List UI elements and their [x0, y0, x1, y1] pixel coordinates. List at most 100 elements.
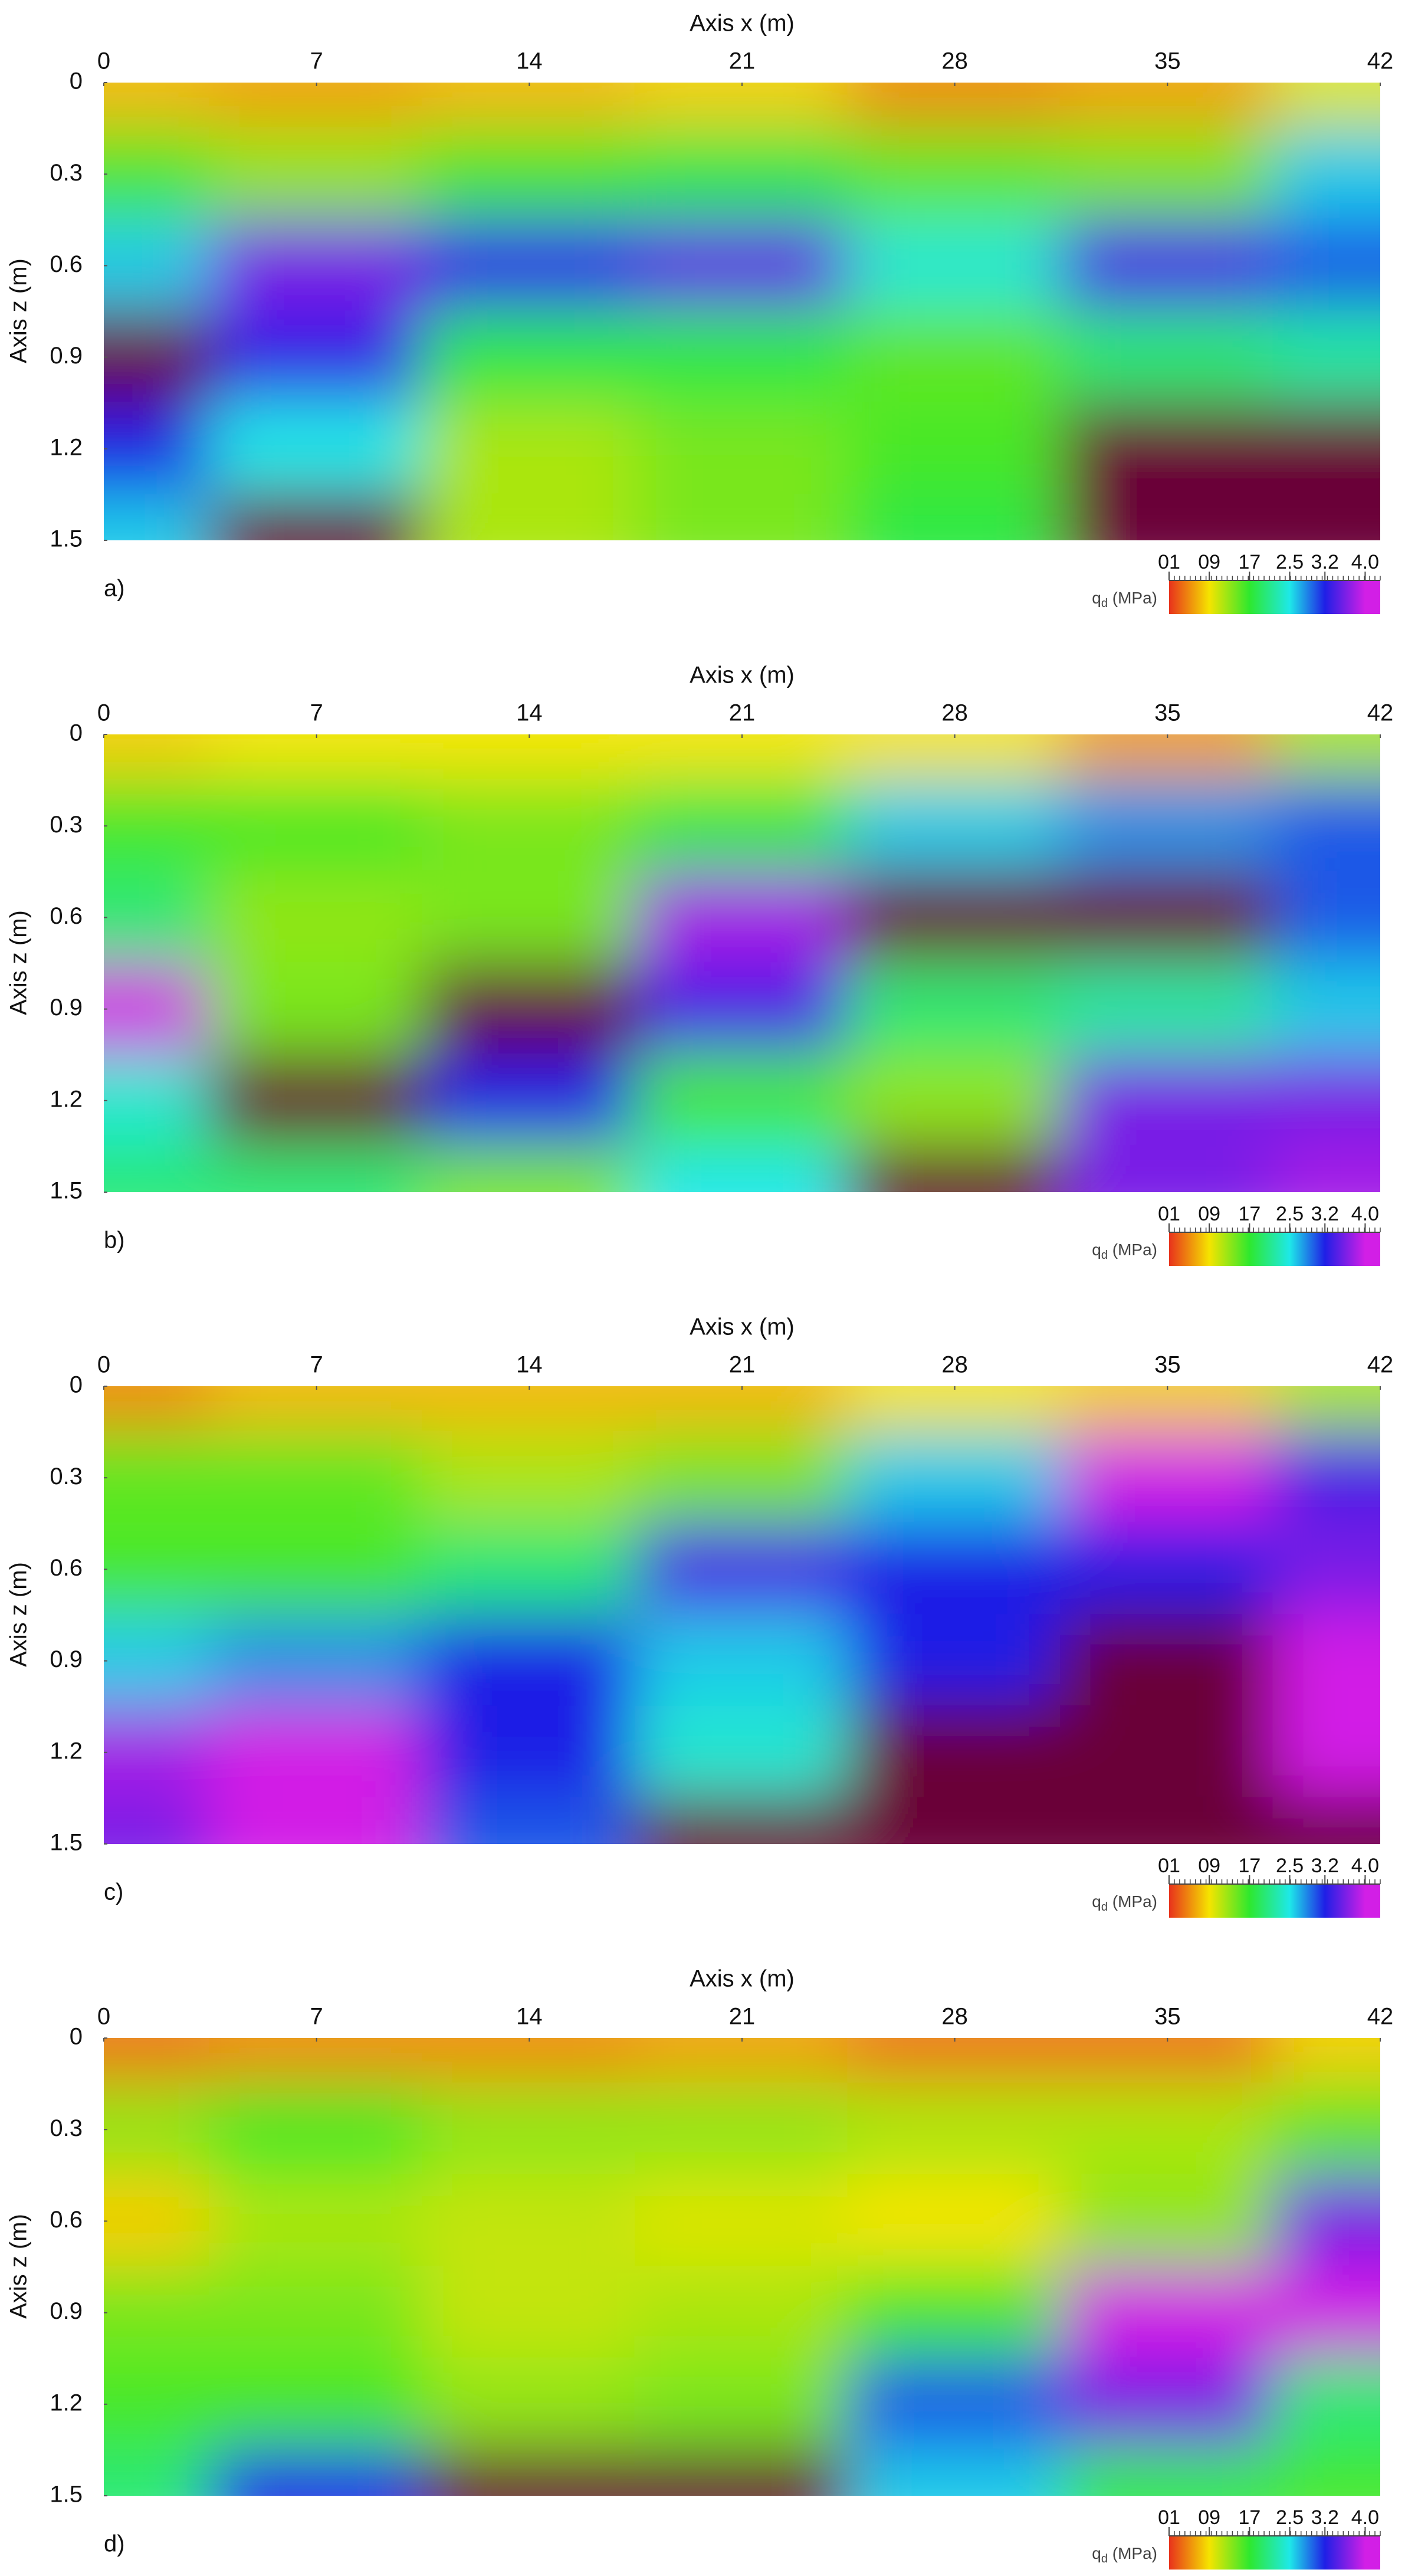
x-tick-label: 0 [97, 48, 110, 74]
panel-label: b) [104, 1228, 125, 1253]
heatmap-cell [847, 1386, 1062, 1433]
heatmap-cell [634, 1145, 850, 1192]
heatmap-cell [847, 83, 1062, 130]
x-tick-label: 0 [97, 1352, 110, 1378]
heatmap-cell [1060, 734, 1275, 782]
x-axis-title: Axis x (m) [690, 1314, 795, 1340]
heatmap-cell [1060, 83, 1275, 130]
heatmap-cell [847, 310, 1062, 405]
y-tick-label: 1.2 [50, 2390, 83, 2416]
heatmap-cell [209, 1797, 424, 1844]
colorbar-tick-label: 2.5 [1276, 1855, 1304, 1877]
y-axis-title: Axis z (m) [6, 910, 32, 1015]
x-tick-label: 42 [1367, 700, 1394, 726]
x-tick-label: 28 [941, 1352, 968, 1378]
heatmap-cell [209, 2449, 424, 2496]
heatmap-cell [847, 1054, 1062, 1148]
heatmap-cell [1060, 2082, 1275, 2177]
heatmap-cell [1272, 1054, 1380, 1148]
heatmap-cell [104, 1145, 212, 1192]
heatmap-cell [847, 402, 1062, 496]
heatmap-cell [847, 2449, 1062, 2496]
colorbar-tick-label: 3.2 [1311, 551, 1339, 573]
heatmap-cell [422, 493, 637, 540]
heatmap-cell [634, 2038, 850, 2085]
heatmap-cell [847, 962, 1062, 1056]
heatmap-cell [1272, 2038, 1380, 2085]
heatmap-cell [1272, 1430, 1380, 1525]
colorbar-title: qd (MPa) [1092, 2544, 1157, 2565]
x-tick-label: 7 [310, 1352, 323, 1378]
colorbar-unit: (MPa) [1112, 1892, 1157, 1911]
colorbar-tick-label: 2.5 [1276, 2506, 1304, 2529]
x-tick-label: 42 [1367, 1352, 1394, 1378]
heatmap-cell [104, 2266, 212, 2360]
heatmap-cell [634, 83, 850, 130]
heatmap-cell [209, 1705, 424, 1800]
heatmap-cell [634, 1522, 850, 1616]
heatmap-cell [422, 402, 637, 496]
colorbar-symbol: q [1092, 2544, 1101, 2562]
heatmap-cell [1060, 2266, 1275, 2360]
y-tick-label: 1.2 [50, 1086, 83, 1112]
x-tick-label: 35 [1154, 2004, 1181, 2030]
x-tick-label: 21 [729, 700, 756, 726]
heatmap-cell [209, 962, 424, 1056]
heatmap-cell [1272, 1145, 1380, 1192]
x-tick-label: 0 [97, 700, 110, 726]
heatmap-cell [104, 1522, 212, 1616]
heatmap-cell [422, 83, 637, 130]
colorbar-tick-label: 4.0 [1351, 551, 1379, 573]
colorbar-tick-label: 01 [1158, 551, 1180, 573]
x-axis-title: Axis x (m) [690, 11, 795, 37]
colorbar-subscript: d [1101, 597, 1108, 610]
heatmap-cell [847, 1614, 1062, 1708]
heatmap-cell [1060, 2174, 1275, 2268]
heatmap-cell [209, 83, 424, 130]
heatmap-cell [1272, 1522, 1380, 1616]
heatmap-cell [209, 1386, 424, 1433]
heatmap-cell [634, 1054, 850, 1148]
heatmap-cell [847, 218, 1062, 313]
heatmap-cell [422, 310, 637, 405]
y-tick-label: 1.5 [50, 526, 83, 552]
y-tick-label: 0.6 [50, 2207, 83, 2233]
colorbar-unit-space [1108, 1241, 1112, 1259]
heatmap-cell [634, 1797, 850, 1844]
heatmap-cell [847, 1145, 1062, 1192]
heatmap-cell [634, 2266, 850, 2360]
x-tick-label: 28 [941, 48, 968, 74]
y-tick-label: 0.9 [50, 343, 83, 369]
colorbar-unit-space [1108, 589, 1112, 607]
heatmap-cell [209, 127, 424, 221]
heatmap-cell [422, 1705, 637, 1800]
heatmap-cell [1060, 493, 1275, 540]
x-tick-label: 28 [941, 700, 968, 726]
y-tick-label: 0.3 [50, 2115, 83, 2141]
y-tick-label: 1.5 [50, 1830, 83, 1856]
x-tick-label: 35 [1154, 700, 1181, 726]
heatmap-area [104, 83, 1380, 540]
y-tick-label: 0 [70, 720, 83, 746]
heatmap-cell [1060, 779, 1275, 873]
x-tick-label: 42 [1367, 2004, 1394, 2030]
colorbar-unit: (MPa) [1112, 1241, 1157, 1259]
heatmap-cell [209, 218, 424, 313]
colorbar-tick-label: 01 [1158, 2506, 1180, 2529]
heatmap-cell [1272, 1797, 1380, 1844]
colorbar [1169, 2536, 1380, 2570]
heatmap-cell [209, 1145, 424, 1192]
heatmap-cell [847, 2082, 1062, 2177]
heatmap-cell [847, 493, 1062, 540]
heatmap-cell [634, 734, 850, 782]
colorbar-title: qd (MPa) [1092, 1892, 1157, 1914]
x-tick-label: 35 [1154, 1352, 1181, 1378]
heatmap-cell [422, 870, 637, 964]
colorbar-title: qd (MPa) [1092, 589, 1157, 610]
heatmap-cell [1060, 1522, 1275, 1616]
heatmap-cell [1060, 1797, 1275, 1844]
heatmap-cell [1060, 310, 1275, 405]
heatmap-cell [1060, 218, 1275, 313]
